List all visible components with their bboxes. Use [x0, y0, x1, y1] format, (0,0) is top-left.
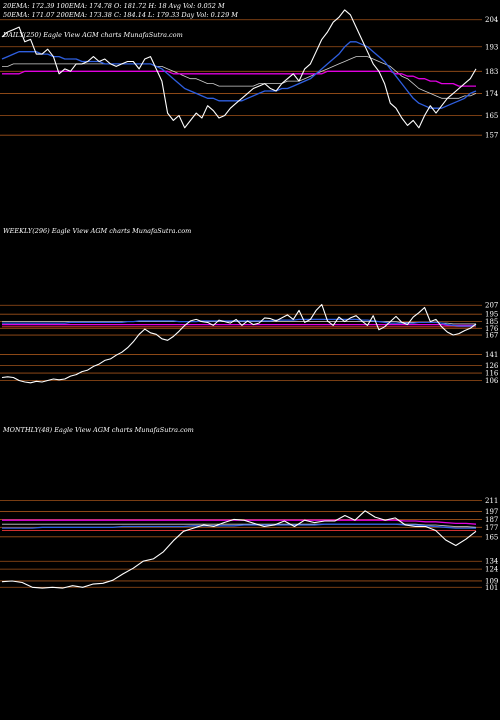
daily-y-tick-label: 174 — [485, 90, 499, 98]
weekly-y-tick-label: 116 — [485, 370, 499, 378]
daily-y-tick-label: 157 — [485, 132, 498, 140]
weekly-y-tick-label: 207 — [485, 302, 498, 310]
daily-y-tick-label: 165 — [485, 112, 498, 120]
weekly-chart-panel: WEEKLY(296) Eagle View AGM charts Munafa… — [0, 227, 499, 385]
weekly-price-line — [1, 303, 477, 384]
daily-price-line — [1, 9, 477, 129]
monthly-chart-title: MONTHLY(48) Eagle View AGM charts Munafa… — [2, 426, 194, 434]
weekly-y-tick-label: 185 — [485, 318, 498, 326]
daily-ema-magenta-line — [2, 70, 476, 87]
weekly-y-tick-label: 167 — [485, 332, 498, 340]
monthly-y-tick-label: 177 — [485, 524, 498, 532]
monthly-y-tick-label: 124 — [485, 566, 499, 574]
monthly-y-tick-label: 197 — [485, 508, 498, 516]
daily-y-tick-label: 204 — [485, 16, 499, 24]
weekly-ema-gray-line — [2, 321, 476, 325]
header-line-2: 50EMA: 171.07 200EMA: 173.38 C: 184.14 L… — [3, 11, 238, 19]
monthly-price-line — [1, 510, 477, 589]
weekly-y-tick-label: 141 — [485, 351, 498, 359]
monthly-y-tick-label: 211 — [485, 497, 498, 505]
weekly-ema-blue-line — [2, 318, 477, 327]
daily-chart-panel: DAILY(250) Eagle View AGM charts MunafaS… — [0, 9, 499, 140]
header-line-1: 20EMA: 172.39 100EMA: 174.78 O: 181.72 H… — [2, 2, 225, 10]
weekly-ema-magenta-line — [2, 323, 476, 327]
weekly-chart-title: WEEKLY(296) Eagle View AGM charts Munafa… — [3, 227, 191, 235]
monthly-y-tick-label: 134 — [485, 558, 499, 566]
monthly-ema-blue-line — [2, 523, 476, 529]
weekly-y-tick-label: 176 — [485, 325, 499, 333]
monthly-y-tick-label: 101 — [485, 584, 498, 592]
weekly-y-tick-label: 195 — [485, 311, 498, 319]
monthly-y-tick-label: 165 — [485, 533, 498, 541]
monthly-y-tick-label: 187 — [485, 516, 498, 524]
weekly-y-tick-label: 126 — [485, 362, 499, 370]
daily-chart-title: DAILY(250) Eagle View AGM charts MunafaS… — [2, 31, 183, 39]
monthly-chart-panel: MONTHLY(48) Eagle View AGM charts Munafa… — [0, 426, 499, 592]
monthly-y-tick-label: 109 — [485, 577, 498, 585]
daily-y-tick-label: 193 — [485, 43, 498, 51]
weekly-y-tick-label: 106 — [485, 377, 499, 385]
daily-y-tick-label: 183 — [485, 68, 498, 76]
